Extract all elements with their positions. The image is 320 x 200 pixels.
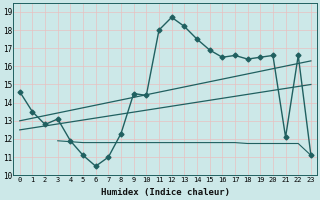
X-axis label: Humidex (Indice chaleur): Humidex (Indice chaleur) — [101, 188, 230, 197]
